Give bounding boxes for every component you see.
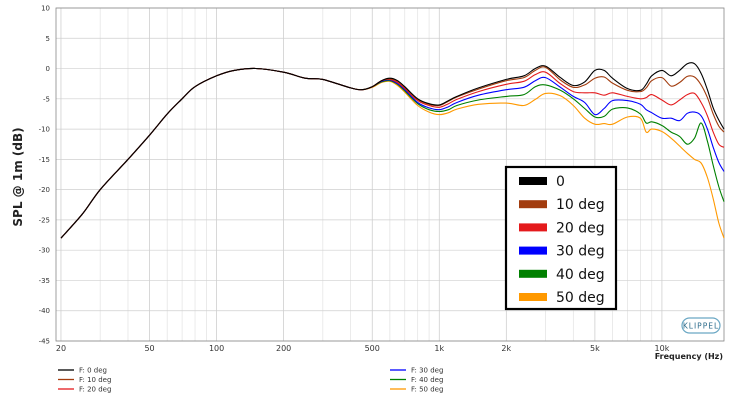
bottom-legend-label: F: 40 deg <box>411 376 443 384</box>
series-line-3 <box>60 67 725 239</box>
y-tick-labels: 10 5 0 -5 -10 -15 -20 -25 -30 -35 -40 -45 <box>39 5 50 346</box>
legend-label: 10 deg <box>556 197 605 213</box>
series-line-5 <box>60 67 725 239</box>
y-tick-label: 10 <box>41 5 50 13</box>
bottom-legend-label: F: 0 deg <box>79 367 107 375</box>
x-tick-labels: 20 50 100 200 500 1k 2k 5k 10k <box>56 344 670 353</box>
bottom-legend-label: F: 20 deg <box>79 386 111 394</box>
x-tick-label: 10k <box>655 344 670 353</box>
y-tick-label: -10 <box>39 126 50 134</box>
y-tick-label: -5 <box>43 95 50 103</box>
bottom-legend-label: F: 30 deg <box>411 367 443 375</box>
y-tick-label: 0 <box>46 65 50 73</box>
series-line-0 <box>60 62 725 239</box>
legend-label: 0 <box>556 174 565 190</box>
y-tick-label: -30 <box>39 247 50 255</box>
x-tick-label: 500 <box>365 344 380 353</box>
x-tick-label: 2k <box>501 344 511 353</box>
grid <box>56 7 724 342</box>
legend-swatch <box>519 200 547 209</box>
y-tick-label: -15 <box>39 156 50 164</box>
x-axis-title: Frequency (Hz) <box>655 352 723 361</box>
plot-area-border <box>55 7 725 342</box>
y-tick-label: -20 <box>39 186 50 194</box>
legend-label: 40 deg <box>556 267 605 283</box>
y-axis-title: SPL @ 1m (dB) <box>11 127 25 226</box>
bottom-legend-label: F: 10 deg <box>79 376 111 384</box>
legend-box <box>504 165 618 311</box>
y-tick-label: 5 <box>46 35 50 43</box>
x-tick-label: 50 <box>144 344 154 353</box>
x-tick-label: 200 <box>276 344 291 353</box>
legend-swatch <box>519 269 547 278</box>
y-tick-label: -25 <box>39 216 50 224</box>
series-line-4 <box>60 67 725 239</box>
y-tick-label: -35 <box>39 277 50 285</box>
legend-label: 50 deg <box>556 290 605 306</box>
legend-label: 30 deg <box>556 244 605 260</box>
x-tick-label: 1k <box>434 344 444 353</box>
legend-swatch <box>519 246 547 255</box>
y-tick-label: -45 <box>39 338 50 346</box>
series-line-1 <box>60 66 725 239</box>
x-tick-label: 20 <box>56 344 66 353</box>
legend-swatch <box>519 293 547 301</box>
series-lines <box>60 62 725 239</box>
legend-label: 20 deg <box>556 220 605 236</box>
legend: 0 10 deg 20 deg 30 deg 40 deg 50 deg <box>504 165 618 311</box>
legend-swatch <box>519 223 547 232</box>
legend-swatch <box>519 177 547 185</box>
x-tick-label: 5k <box>590 344 600 353</box>
bottom-legend-label: F: 50 deg <box>411 386 443 394</box>
watermark-text: KLIPPEL <box>683 322 719 331</box>
y-tick-label: -40 <box>39 307 50 315</box>
klippel-logo: KLIPPEL <box>681 317 721 334</box>
series-line-2 <box>60 67 725 239</box>
x-tick-label: 100 <box>209 344 224 353</box>
